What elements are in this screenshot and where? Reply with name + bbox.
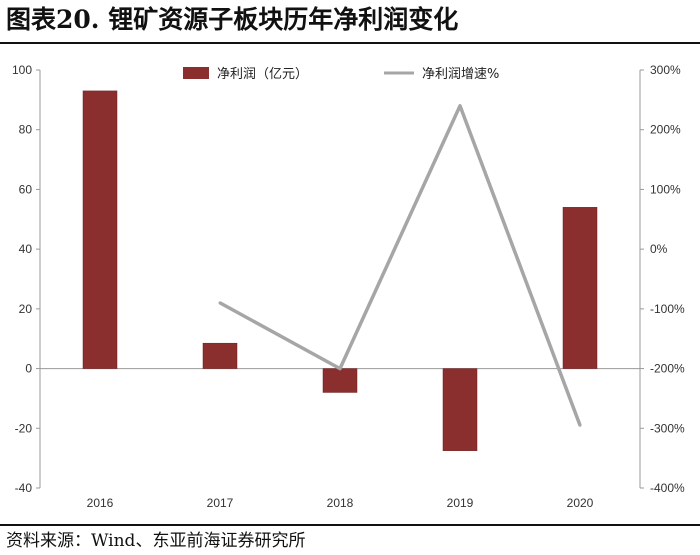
right-tick-label: 300%: [650, 63, 681, 77]
line-series: [218, 104, 582, 427]
left-tick-label: 100: [12, 63, 32, 77]
right-tick-label: -200%: [650, 362, 685, 376]
source-divider: [0, 524, 700, 526]
left-tick-label: 60: [19, 182, 33, 196]
right-tick-label: -100%: [650, 302, 685, 316]
bar-2019: [442, 368, 478, 451]
left-tick-label: -20: [15, 421, 33, 435]
chart-legend: 净利润（亿元） 净利润增速%: [183, 67, 499, 82]
chart-canvas: 100 80 60 40 20 0 -20 -40 300% 200% 100% 0% -100% -20…: [12, 63, 685, 510]
growth-point-2019: [458, 104, 462, 108]
legend-line-label: 净利润增速%: [422, 67, 499, 82]
bar-series: [82, 90, 598, 451]
bar-2020: [562, 207, 598, 369]
title-divider: [0, 42, 700, 44]
source-note: 资料来源：Wind、东亚前海证券研究所: [6, 531, 306, 551]
right-tick-label: -300%: [650, 421, 685, 435]
bar-2016: [82, 90, 118, 369]
growth-line: [219, 104, 582, 426]
x-tick-label: 2020: [567, 496, 594, 510]
bar-2017: [202, 342, 238, 369]
left-tick-label: 0: [25, 362, 32, 376]
left-tick-label: 80: [19, 123, 33, 137]
legend-bar-label: 净利润（亿元）: [217, 67, 308, 82]
x-tick-label: 2019: [447, 496, 474, 510]
growth-point-2017: [218, 301, 222, 305]
chart-axes: 100 80 60 40 20 0 -20 -40 300% 200% 100% 0% -100% -20…: [12, 63, 685, 495]
x-tick-label: 2018: [327, 496, 354, 510]
chart-title: 图表20. 锂矿资源子板块历年净利润变化: [6, 5, 459, 34]
right-tick-label: 200%: [650, 123, 681, 137]
growth-point-2018: [338, 367, 342, 371]
x-axis-labels: 2016 2017 2018 2019 2020: [87, 496, 594, 510]
left-tick-label: 40: [19, 242, 33, 256]
right-tick-label: 0%: [650, 242, 668, 256]
left-tick-label: -40: [15, 481, 33, 495]
x-tick-label: 2016: [87, 496, 114, 510]
x-tick-label: 2017: [207, 496, 234, 510]
growth-point-2020: [578, 423, 582, 427]
left-tick-label: 20: [19, 302, 33, 316]
legend-bar-swatch: [183, 67, 209, 79]
right-tick-label: 100%: [650, 182, 681, 196]
bar-2018: [322, 368, 358, 393]
right-tick-label: -400%: [650, 481, 685, 495]
